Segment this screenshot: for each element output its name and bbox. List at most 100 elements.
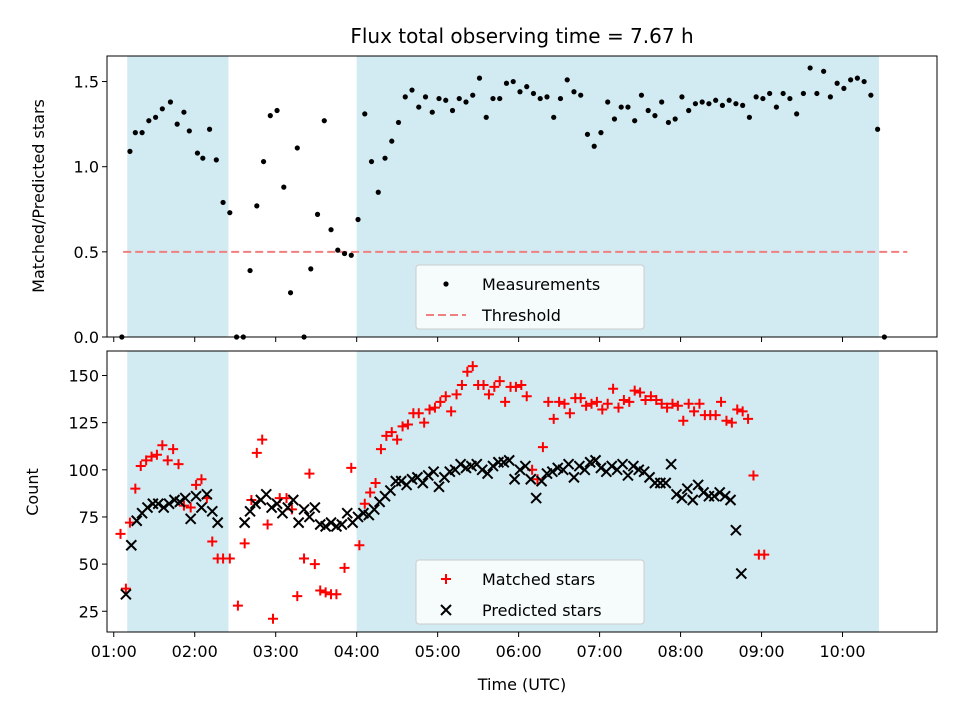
matched-star-point: [629, 385, 640, 396]
bottom-y-axis-label: Count: [23, 468, 42, 516]
measurement-point: [146, 118, 152, 124]
measurement-point: [719, 102, 726, 108]
predicted-star-point: [282, 501, 294, 514]
measurement-point: [753, 94, 759, 100]
matched-star-point: [386, 427, 397, 438]
matched-star-point: [196, 474, 207, 485]
matched-star-point: [516, 379, 527, 390]
measurement-point: [537, 95, 543, 102]
predicted-star-point: [546, 465, 559, 478]
predicted-star-point: [125, 539, 138, 551]
predicted-star-point: [265, 501, 278, 514]
matched-star-point: [521, 391, 532, 402]
measurement-point: [186, 128, 192, 134]
measurement-point: [706, 101, 712, 107]
matched-star-point: [737, 406, 748, 417]
matched-star-point: [591, 396, 602, 407]
predicted-star-point: [627, 460, 640, 472]
bottom-shaded-interval: [127, 351, 229, 632]
measurement-point: [524, 84, 530, 90]
top-y-axis-label: Matched/Predicted stars: [29, 99, 48, 293]
measurement-point: [699, 99, 705, 105]
legend-entry-label: Measurements: [482, 275, 600, 294]
matched-star-point: [224, 553, 235, 564]
predicted-star-point: [681, 482, 694, 495]
measurement-point: [841, 85, 847, 91]
top-series-measurements: [119, 65, 887, 340]
predicted-star-point: [195, 501, 208, 514]
measurement-point: [821, 68, 827, 74]
predicted-star-point: [292, 516, 305, 529]
matched-star-point: [146, 451, 157, 462]
bottom-y-tick-label: 75: [79, 508, 99, 527]
predicted-star-point: [325, 516, 337, 529]
predicted-star-point: [514, 464, 526, 476]
top-y-tick-label: 1.0: [74, 158, 99, 177]
measurement-point: [692, 101, 699, 107]
matched-star-point: [157, 440, 168, 451]
matched-star-point: [710, 410, 721, 421]
predicted-star-point: [665, 458, 677, 470]
predicted-star-point: [309, 501, 321, 514]
predicted-star-point: [503, 454, 515, 467]
measurement-point: [402, 94, 408, 100]
measurement-point: [355, 216, 361, 223]
predicted-star-point: [319, 520, 332, 533]
measurement-point: [517, 89, 523, 95]
matched-star-point: [613, 402, 624, 413]
matched-star-point: [581, 400, 592, 411]
bottom-axes-frame: [106, 350, 938, 633]
predicted-star-point: [190, 490, 202, 502]
matched-star-point: [281, 493, 292, 504]
measurement-point: [181, 109, 187, 115]
matched-star-point: [564, 408, 575, 419]
measurement-point: [733, 101, 739, 107]
matched-star-point: [365, 487, 376, 498]
matched-star-point: [500, 396, 511, 407]
measurement-point: [267, 113, 273, 119]
matched-star-point: [359, 498, 370, 509]
matched-star-point: [586, 398, 597, 409]
matched-star-point: [694, 398, 705, 409]
matched-star-point: [315, 585, 326, 596]
measurement-point: [618, 104, 624, 110]
measurement-point: [638, 92, 645, 98]
matched-star-point: [354, 540, 365, 551]
measurement-point: [470, 92, 476, 98]
measurement-point: [260, 158, 267, 165]
matched-star-point: [635, 387, 646, 398]
count-panel: 25 50 75 100 125 150 01:00 02:00 03:00 04:00 05:00…: [68, 350, 938, 661]
measurement-point: [740, 102, 746, 108]
measurement-point: [174, 121, 180, 127]
predicted-star-point: [535, 475, 548, 487]
matched-star-point: [185, 502, 196, 513]
matched-star-point: [726, 417, 737, 428]
matched-star-point: [716, 396, 727, 407]
measurement-point: [760, 95, 766, 102]
predicted-star-point: [530, 492, 542, 504]
matched-star-point: [331, 589, 342, 600]
predicted-star-point: [163, 498, 175, 510]
matched-star-point: [548, 413, 559, 424]
matched-star-point: [299, 553, 310, 564]
measurement-point: [254, 203, 260, 209]
measurement-point: [497, 95, 503, 102]
measurement-point: [598, 130, 604, 136]
matched-star-point: [320, 587, 331, 598]
predicted-star-point: [433, 481, 445, 493]
measurement-point: [127, 148, 133, 154]
measurement-point: [328, 227, 334, 233]
matched-star-point: [346, 462, 357, 473]
bottom-series-predicted-stars: [120, 454, 748, 600]
matched-star-point: [207, 536, 218, 547]
matched-star-point: [339, 562, 350, 573]
measurement-point: [652, 113, 658, 119]
matched-star-point: [419, 417, 430, 428]
x-tick-label: 08:00: [658, 642, 704, 661]
predicted-star-point: [206, 505, 218, 518]
predicted-star-point: [201, 488, 213, 501]
predicted-star-point: [697, 486, 710, 499]
matched-star-point: [413, 408, 424, 419]
measurement-point: [557, 95, 564, 102]
measurement-point: [686, 107, 692, 114]
